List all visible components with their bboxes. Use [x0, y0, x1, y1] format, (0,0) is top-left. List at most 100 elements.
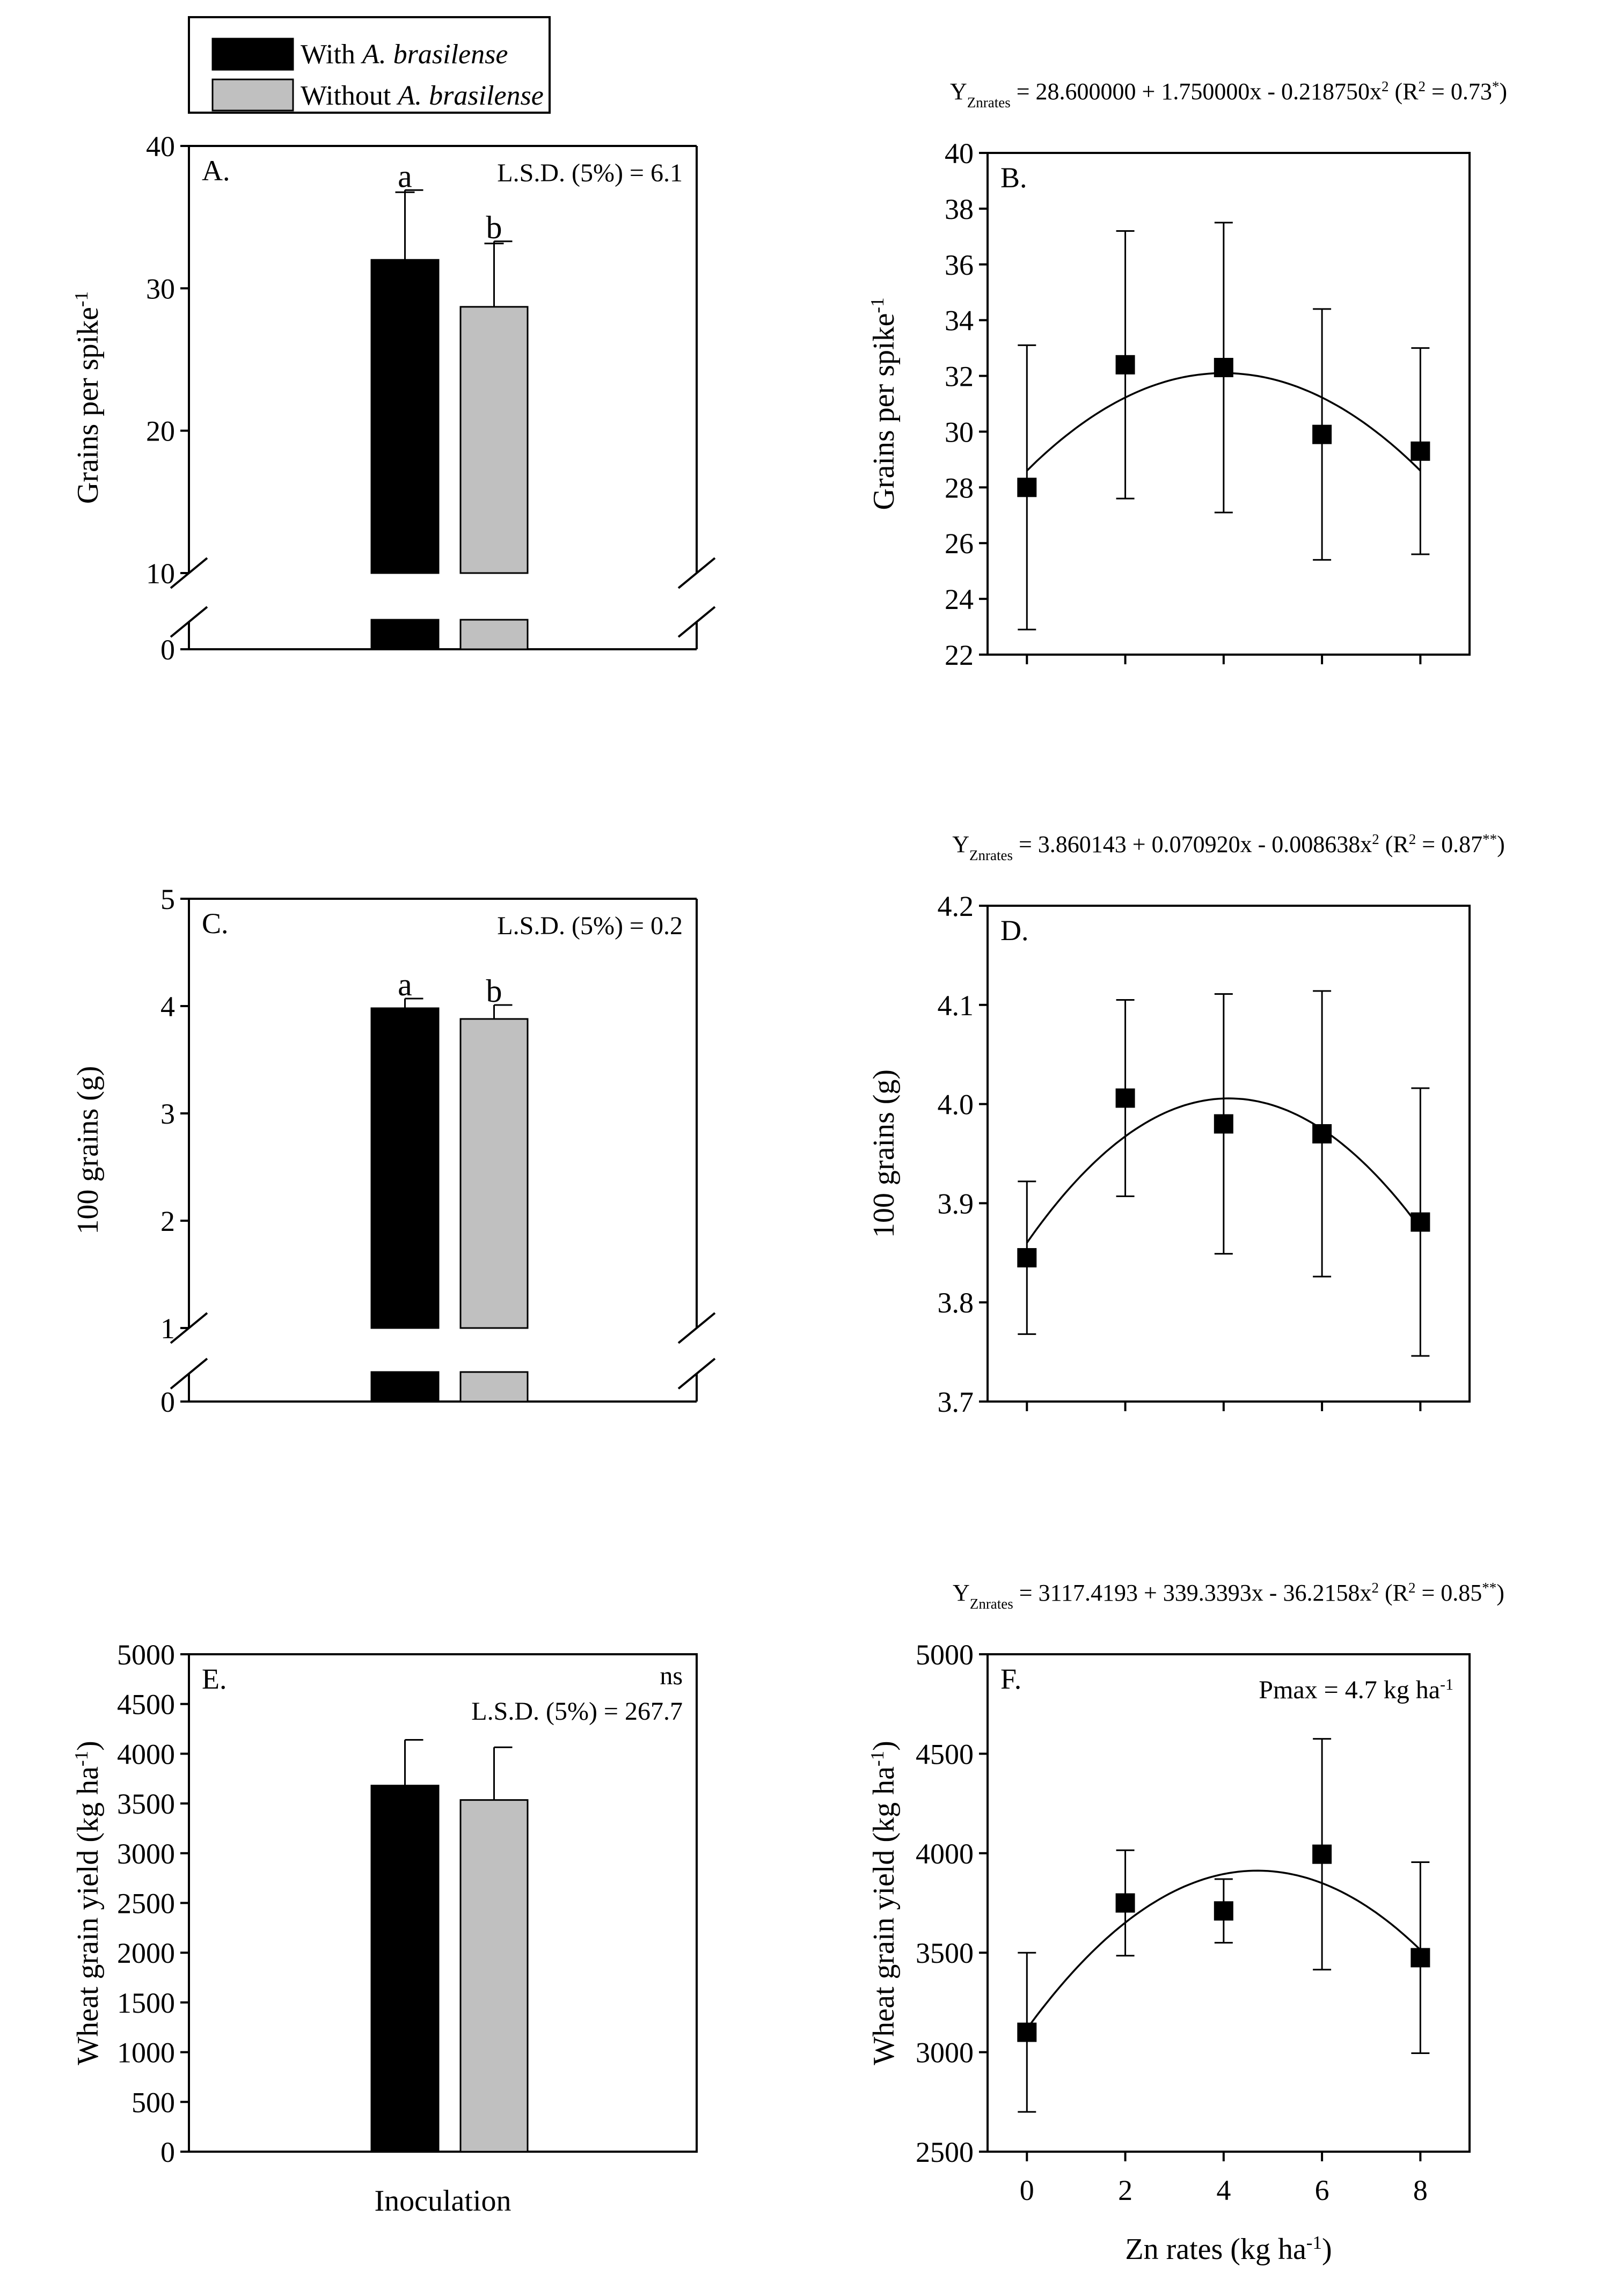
data-point: [1411, 1212, 1430, 1232]
y-tick-label: 30: [146, 273, 175, 305]
significance-letter: a: [398, 158, 412, 194]
data-point: [1017, 2022, 1037, 2042]
bar-upper: [370, 259, 440, 574]
y-tick-label: 0: [160, 2136, 175, 2168]
regression-equation: YZnrates = 3117.4193 + 339.3393x - 36.21…: [953, 1580, 1504, 1612]
y-tick-label: 3500: [117, 1788, 175, 1820]
y-tick-label: 10: [146, 558, 175, 590]
panel-label: B.: [1000, 162, 1027, 194]
legend-swatch-with: [211, 38, 294, 71]
plot-frame: [986, 152, 1471, 656]
data-point: [1115, 1893, 1135, 1913]
bar-lower: [370, 1371, 440, 1403]
legend-swatch-without: [211, 78, 294, 112]
legend-label-with: With A. brasilense: [301, 39, 508, 70]
data-point: [1312, 424, 1332, 444]
y-tick-label: 22: [945, 639, 974, 671]
significance-letter: a: [398, 967, 412, 1002]
y-tick-label: 0: [160, 1386, 175, 1418]
y-tick-label: 2000: [117, 1937, 175, 1969]
y-tick-label: 24: [945, 583, 974, 615]
data-point: [1115, 355, 1135, 375]
regression-equation: YZnrates = 28.600000 + 1.750000x - 0.218…: [950, 78, 1507, 111]
axis-break-mark: [677, 1358, 716, 1390]
y-axis-label: 100 grains (g): [71, 1066, 105, 1234]
y-tick-label: 28: [945, 472, 974, 504]
x-tick-label: 8: [1413, 2174, 1428, 2206]
y-tick-label: 4: [160, 991, 175, 1023]
y-tick-label: 3.8: [938, 1287, 974, 1319]
data-point: [1017, 1248, 1037, 1268]
y-axis-label: Grains per spike-1: [867, 297, 901, 510]
y-tick-label: 3.9: [938, 1187, 974, 1220]
y-tick-label: 3.7: [938, 1386, 974, 1418]
data-point: [1411, 441, 1430, 461]
axis-break-mark: [170, 1358, 208, 1390]
legend: With A. brasilense Without A. brasilense: [188, 16, 551, 114]
bar: [370, 1785, 440, 2153]
y-tick-label: 5000: [916, 1639, 974, 1671]
y-tick-label: 3000: [916, 2037, 974, 2069]
data-point: [1214, 1901, 1233, 1921]
y-tick-label: 5: [160, 883, 175, 915]
y-tick-label: 36: [945, 249, 974, 281]
ns-label: ns: [660, 1662, 683, 1690]
data-point: [1312, 1124, 1332, 1144]
y-tick-label: 4000: [916, 1838, 974, 1870]
panel-label: F.: [1000, 1663, 1021, 1695]
y-tick-label: 26: [945, 527, 974, 560]
x-tick-label: 4: [1216, 2174, 1231, 2206]
y-tick-label: 40: [945, 137, 974, 170]
axis-break-mark: [677, 1312, 716, 1344]
data-point: [1017, 478, 1037, 497]
regression-equation: YZnrates = 3.860143 + 0.070920x - 0.0086…: [952, 831, 1505, 863]
y-tick-label: 5000: [117, 1639, 175, 1671]
bar-lower: [370, 619, 440, 650]
y-tick-label: 2: [160, 1205, 175, 1237]
y-tick-label: 1: [160, 1312, 175, 1345]
panel-f: 2500 3000 3500 4000 4500 5000 0 2 4 6 8 F. Pmax = 4.…: [867, 1580, 1504, 2266]
y-tick-label: 0: [160, 634, 175, 666]
y-tick-label: 32: [945, 361, 974, 393]
y-axis-label: 100 grains (g): [867, 1069, 901, 1238]
plot-frame: [188, 1653, 698, 2153]
lsd-label: L.S.D. (5%) = 267.7: [471, 1697, 683, 1726]
panel-label: E.: [202, 1663, 227, 1695]
bar-upper: [459, 306, 529, 574]
panel-a: 0 10 20 30 40 Grains per spike-1 a b A. L.S.D. (5…: [71, 130, 716, 666]
y-tick-label: 34: [945, 305, 974, 337]
data-point: [1115, 1088, 1135, 1108]
bar-upper: [459, 1018, 529, 1329]
panel-label: C.: [202, 907, 229, 940]
y-tick-label: 3000: [117, 1838, 175, 1870]
y-tick-label: 1000: [117, 2037, 175, 2069]
plot-frame: [986, 1653, 1471, 2153]
bar-upper: [370, 1007, 440, 1329]
significance-letter: b: [486, 973, 502, 1009]
y-tick-label: 4500: [916, 1738, 974, 1770]
y-tick-label: 4.0: [938, 1089, 974, 1121]
y-tick-label: 4.1: [938, 989, 974, 1022]
y-axis-label: Wheat grain yield (kg ha-1): [867, 1741, 901, 2065]
bar-lower: [459, 619, 529, 650]
data-point: [1214, 1114, 1233, 1134]
lsd-label: L.S.D. (5%) = 0.2: [497, 912, 683, 940]
y-tick-label: 4000: [117, 1738, 175, 1770]
axis-break-mark: [677, 557, 716, 589]
y-tick-label: 2500: [916, 2136, 974, 2168]
pmax-label: Pmax = 4.7 kg ha-1: [1259, 1676, 1453, 1705]
axis-break-mark: [677, 606, 716, 638]
y-tick-label: 30: [945, 416, 974, 448]
data-point: [1312, 1844, 1332, 1864]
data-point: [1214, 357, 1233, 377]
y-axis-label: Wheat grain yield (kg ha-1): [71, 1741, 105, 2065]
bar: [459, 1799, 529, 2153]
y-tick-label: 40: [146, 130, 175, 163]
data-point: [1411, 1948, 1430, 1968]
y-tick-label: 4500: [117, 1689, 175, 1721]
legend-label-without: Without A. brasilense: [301, 80, 544, 111]
y-tick-label: 38: [945, 193, 974, 225]
y-tick-label: 20: [146, 415, 175, 448]
x-tick-label: 0: [1020, 2174, 1034, 2206]
panel-label: D.: [1000, 914, 1029, 947]
